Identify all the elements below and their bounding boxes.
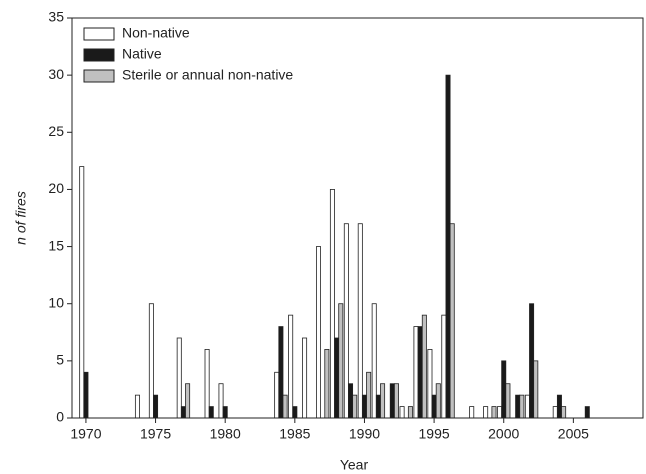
bar	[278, 326, 284, 419]
legend-swatch	[83, 48, 115, 62]
bar	[421, 314, 427, 419]
y-tick-label: 20	[48, 180, 64, 196]
bar	[561, 406, 567, 419]
y-tick-label: 5	[56, 352, 64, 368]
bar	[394, 383, 399, 419]
bar	[469, 406, 475, 419]
bar	[417, 326, 423, 419]
bar	[435, 383, 441, 419]
bar	[208, 406, 214, 419]
bar	[380, 383, 386, 419]
bar	[399, 406, 405, 419]
bar	[357, 223, 363, 419]
bar	[584, 406, 590, 419]
bar	[361, 394, 367, 419]
y-tick-label: 10	[48, 294, 64, 310]
bar	[153, 394, 159, 419]
bar	[431, 394, 437, 419]
bar	[83, 371, 89, 419]
bar	[533, 360, 539, 419]
y-tick-label: 30	[48, 66, 64, 82]
bar	[375, 394, 381, 419]
bar	[491, 406, 497, 419]
bar	[274, 371, 280, 419]
legend-swatch	[83, 69, 115, 83]
bar	[222, 406, 228, 419]
x-axis-label: Year	[340, 457, 369, 473]
x-tick-label: 1980	[210, 426, 241, 442]
x-tick-label: 1995	[419, 426, 450, 442]
bar	[348, 383, 354, 419]
bar	[343, 223, 349, 419]
bar	[413, 326, 419, 419]
bar	[556, 394, 562, 419]
bar	[180, 406, 186, 419]
x-tick-label: 2000	[488, 426, 519, 442]
bar	[366, 371, 372, 419]
legend-swatch	[83, 27, 115, 41]
x-tick-label: 1985	[279, 426, 310, 442]
bar	[218, 383, 224, 419]
bar	[324, 349, 330, 419]
bar	[389, 383, 395, 419]
bar	[288, 314, 294, 419]
bar	[282, 394, 288, 419]
legend-label: Native	[122, 46, 162, 62]
bar	[79, 166, 85, 419]
bar	[371, 303, 377, 419]
bar	[407, 406, 413, 419]
legend-label: Non-native	[122, 25, 190, 41]
x-tick-label: 1990	[349, 426, 380, 442]
y-tick-label: 15	[48, 237, 64, 253]
bar	[515, 394, 521, 419]
bar	[441, 314, 447, 419]
bar	[292, 406, 298, 419]
bar	[427, 349, 433, 419]
bar	[501, 360, 507, 419]
bar	[338, 303, 344, 419]
bar	[176, 337, 182, 419]
bar	[134, 394, 140, 419]
x-tick-label: 1970	[70, 426, 101, 442]
bar	[497, 406, 503, 419]
bar	[449, 223, 455, 419]
bar	[334, 337, 340, 419]
bar	[529, 303, 535, 419]
bar	[505, 383, 511, 419]
x-tick-label: 1975	[140, 426, 171, 442]
bar	[185, 383, 191, 419]
bar	[519, 394, 525, 419]
y-tick-label: 0	[56, 409, 64, 425]
x-tick-label: 2005	[558, 426, 589, 442]
bar	[524, 394, 530, 419]
bar	[302, 337, 308, 419]
legend-label: Sterile or annual non-native	[122, 67, 293, 83]
bar	[148, 303, 154, 419]
plot-frame	[71, 17, 644, 419]
y-tick-label: 25	[48, 123, 64, 139]
y-axis-label: n of fires	[13, 191, 29, 245]
bar	[445, 74, 451, 419]
bar	[352, 394, 358, 419]
bar	[329, 189, 335, 419]
bar	[316, 246, 321, 419]
bar	[483, 406, 489, 419]
bar	[552, 406, 558, 419]
y-tick-label: 35	[48, 9, 64, 25]
bar	[204, 349, 210, 419]
